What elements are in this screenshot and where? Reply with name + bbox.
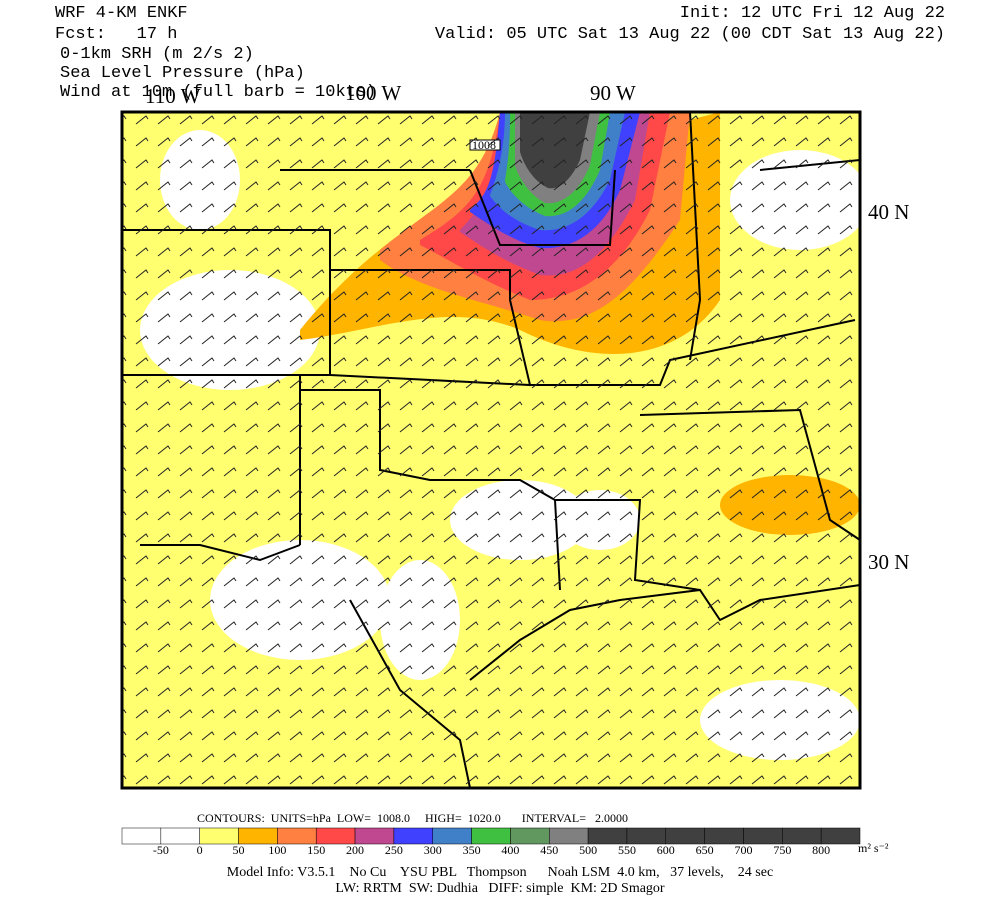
colorbar-swatch [315,827,356,845]
lat-label: 30 N [868,550,909,574]
colorbar-swatch [471,827,511,845]
map-frame [120,110,862,790]
lon-label: 110 W [145,84,201,108]
colorbar-label: 400 [501,843,519,857]
colorbar-swatch [121,827,162,845]
init-time: Init: 12 UTC Fri 12 Aug 22 [680,4,945,23]
colorbar-swatch [510,827,550,845]
colorbar-swatch [199,827,239,845]
colorbar-swatch [820,827,861,845]
colorbar-swatch [238,827,278,845]
colorbar-swatch [277,827,317,845]
field-label: Wind at 10m (full barb = 10kts) [60,83,376,102]
colorbar-label: 600 [657,843,675,857]
colorbar-label: 150 [307,843,325,857]
colorbar-swatch [587,827,628,845]
lon-label: 90 W [590,81,636,105]
colorbar-label: 200 [346,843,364,857]
colorbar-units: m² s⁻² [858,841,889,855]
colorbar-swatch [626,827,667,845]
colorbar-label: 0 [197,843,203,857]
colorbar-label: 450 [540,843,558,857]
forecast-hour: Fcst: 17 h [55,25,177,44]
colorbar-label: 750 [773,843,791,857]
colorbar-label: 800 [812,843,830,857]
model-info: LW: RRTM SW: Dudhia DIFF: simple KM: 2D … [335,881,665,896]
valid-time: Valid: 05 UTC Sat 13 Aug 22 (00 CDT Sat … [435,25,945,44]
colorbar-label: 650 [696,843,714,857]
field-label: Sea Level Pressure (hPa) [60,64,305,83]
colorbar-swatch [782,827,822,845]
wind-barbs [122,112,860,788]
colorbar-label: 300 [424,843,442,857]
lat-label: 40 N [868,200,909,224]
contour-info: CONTOURS: UNITS=hPa LOW= 1008.0 HIGH= 10… [197,811,628,825]
colorbar-swatch [354,827,395,845]
colorbar-label: 350 [463,843,481,857]
colorbar-label: 50 [233,843,245,857]
colorbar-swatch [704,827,744,845]
model-info: Model Info: V3.5.1 No Cu YSU PBL Thompso… [227,865,773,880]
model-title: WRF 4-KM ENKF [55,4,188,23]
lon-label: 100 W [345,81,401,105]
colorbar-swatch [549,827,589,845]
field-label: 0-1km SRH (m 2/s 2) [60,45,254,64]
colorbar-swatch [393,827,433,845]
map: 1008 [122,112,860,788]
colorbar-label: 550 [618,843,636,857]
colorbar-label: 500 [579,843,597,857]
colorbar-label: 700 [734,843,752,857]
colorbar-label: -50 [153,843,169,857]
colorbar-swatch [160,827,200,845]
colorbar-swatch [743,827,783,845]
colorbar-label: 100 [268,843,286,857]
colorbar-swatch [432,827,472,845]
colorbar-label: 250 [385,843,403,857]
colorbar-swatch [665,827,705,845]
colorbar: -50 0 50 100 150 200 250 300 350 400 450 500 550 600 6… [121,827,889,857]
